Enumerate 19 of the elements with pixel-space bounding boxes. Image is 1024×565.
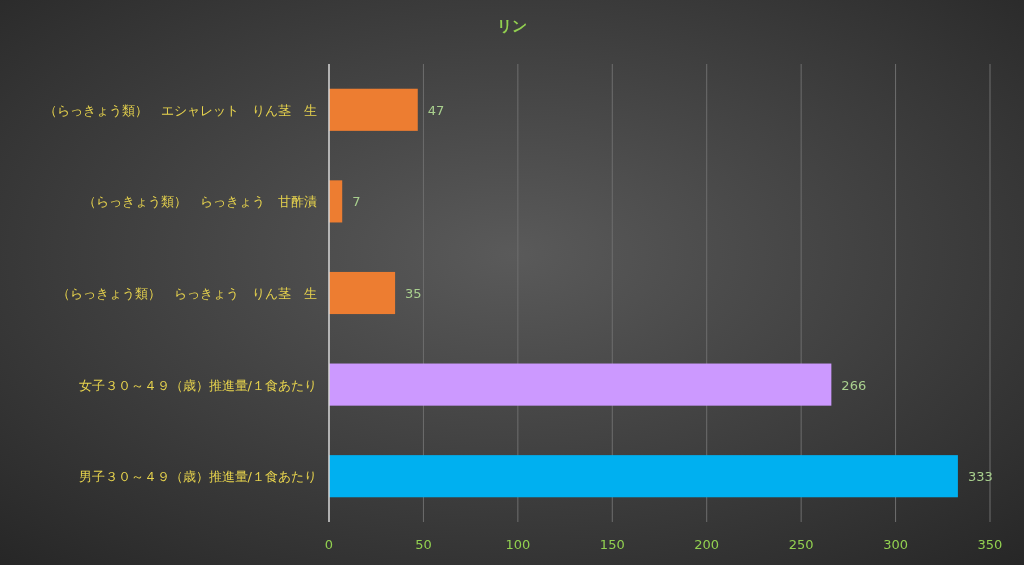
y-tick-label: （らっきょう類） エシャレット りん茎 生 — [44, 102, 317, 118]
x-tick-label: 350 — [977, 537, 1003, 552]
data-label: 35 — [405, 286, 422, 301]
chart-title: リン — [497, 17, 527, 35]
x-tick-label: 200 — [694, 537, 720, 552]
y-tick-label: 男子３０～４９（歳）推進量/１食あたり — [78, 469, 317, 485]
x-tick-label: 100 — [505, 537, 531, 552]
data-label: 333 — [967, 469, 993, 485]
data-label: 266 — [841, 377, 867, 393]
x-tick-label: 150 — [599, 537, 625, 552]
data-label: 7 — [352, 194, 361, 210]
y-tick-label: （らっきょう類） らっきょう 甘酢漬 — [83, 194, 317, 210]
y-tick-label: （らっきょう類） らっきょう りん茎 生 — [57, 286, 317, 301]
x-tick-label: 50 — [415, 537, 432, 552]
data-label: 47 — [427, 102, 445, 118]
x-tick-label: 0 — [324, 537, 334, 552]
y-tick-label: 女子３０～４９（歳）推進量/１食あたり — [78, 377, 317, 393]
x-tick-label: 250 — [788, 537, 814, 552]
x-tick-label: 300 — [883, 537, 908, 552]
